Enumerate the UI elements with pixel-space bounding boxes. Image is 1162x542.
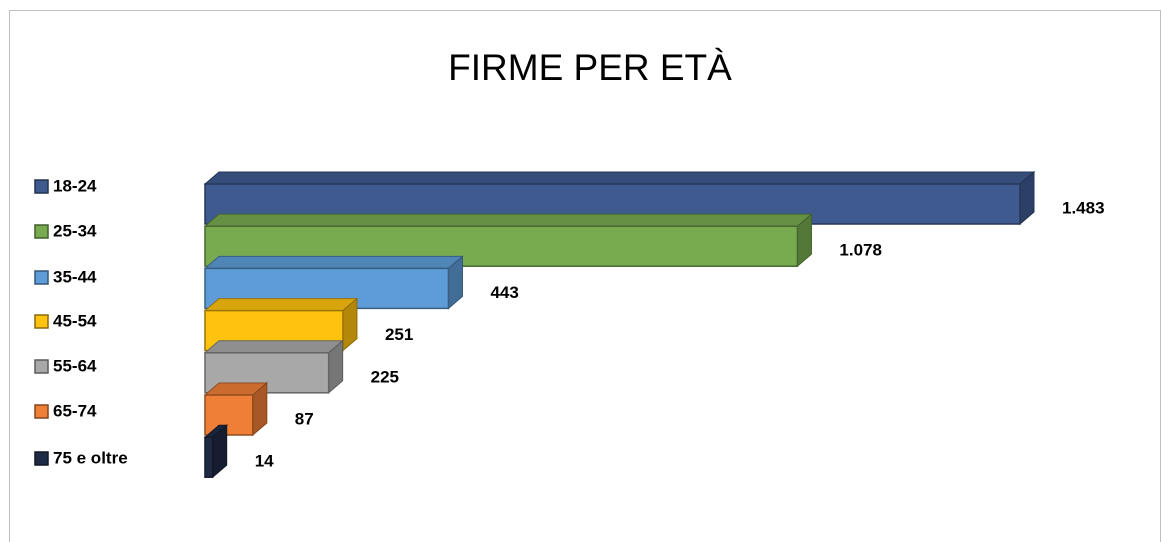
legend-swatch xyxy=(34,270,49,285)
bar xyxy=(204,394,254,436)
legend-swatch xyxy=(34,179,49,194)
chart-title: FIRME PER ETÀ xyxy=(448,47,732,88)
legend-label: 55-64 xyxy=(53,356,97,375)
bar xyxy=(204,436,214,478)
data-label: 87 xyxy=(295,409,314,428)
bar-top xyxy=(203,340,345,354)
legend-label: 25-34 xyxy=(53,221,97,240)
legend-label: 65-74 xyxy=(53,401,97,420)
legend-label: 45-54 xyxy=(53,311,97,330)
legend-label: 18-24 xyxy=(53,176,97,195)
data-label: 443 xyxy=(490,283,518,302)
bar-top xyxy=(203,255,464,269)
bar xyxy=(204,225,799,267)
legend-swatch xyxy=(34,451,49,466)
data-label: 14 xyxy=(255,452,274,471)
chart-frame xyxy=(9,10,1161,542)
legend-swatch xyxy=(34,314,49,329)
data-label: 1.483 xyxy=(1062,198,1105,217)
legend-swatch xyxy=(34,404,49,419)
legend-swatch xyxy=(34,359,49,374)
bar-top xyxy=(203,298,359,312)
data-label: 225 xyxy=(371,367,399,386)
legend-swatch xyxy=(34,224,49,239)
data-label: 251 xyxy=(385,325,413,344)
legend-label: 35-44 xyxy=(53,267,97,286)
bar-top xyxy=(203,213,813,227)
bar-top xyxy=(203,171,1036,185)
data-label: 1.078 xyxy=(839,241,882,260)
legend-label: 75 e oltre xyxy=(53,448,128,467)
